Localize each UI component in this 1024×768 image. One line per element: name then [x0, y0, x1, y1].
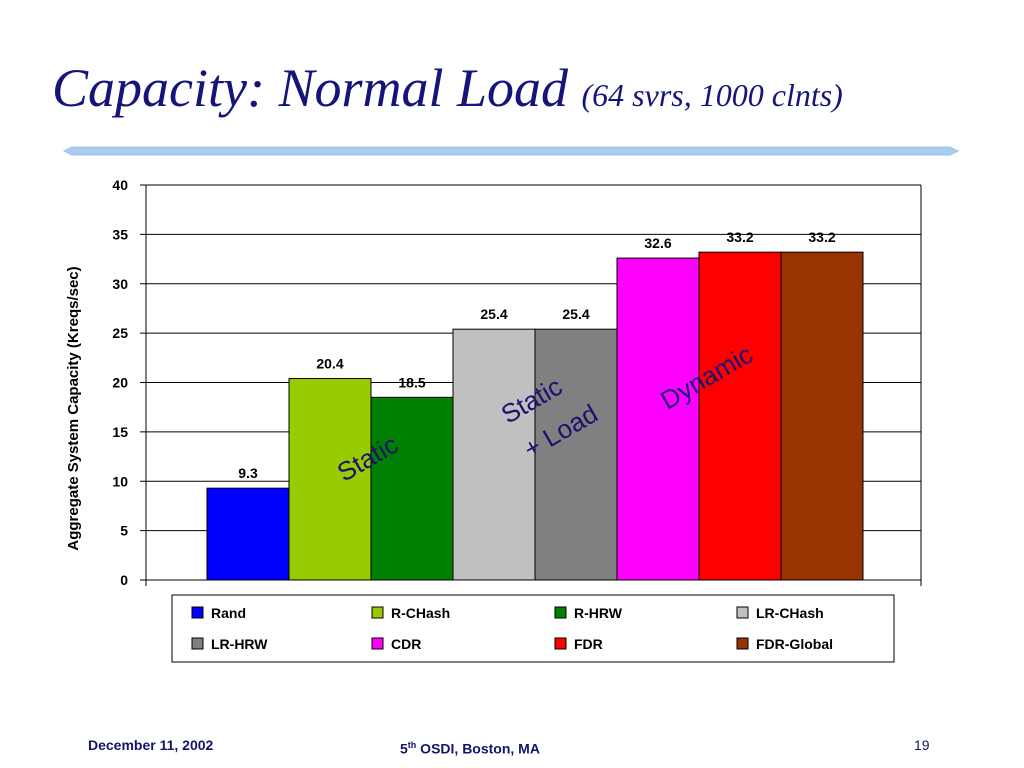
legend-swatch-rand: [191, 606, 204, 619]
legend-label-lr-hrw: LR-HRW: [211, 636, 268, 652]
axes: [145, 185, 922, 586]
slide-title: Capacity: Normal Load (64 svrs, 1000 cln…: [52, 52, 1012, 131]
legend-swatch-fdr-global: [736, 637, 749, 650]
bar-r-hrw: [370, 396, 454, 581]
data-labels: 9.3 20.4 18.5 25.4 25.4 32.6 33.2 33.2: [238, 229, 836, 481]
data-label-r-hrw: 18.5: [398, 374, 425, 390]
legend-swatch-r-hrw: [554, 606, 567, 619]
legend-label-fdr: FDR: [574, 636, 603, 652]
legend-label-lr-chash: LR-CHash: [756, 605, 824, 621]
legend-swatch-r-chash: [371, 606, 384, 619]
data-label-lr-chash: 25.4: [480, 306, 507, 322]
title-main: Capacity: Normal Load: [52, 58, 569, 118]
legend-label-cdr: CDR: [391, 636, 421, 652]
footer-date: December 11, 2002: [88, 737, 214, 753]
data-label-r-chash: 20.4: [316, 356, 343, 372]
y-tick-label: 0: [120, 572, 128, 588]
data-label-fdr: 33.2: [726, 229, 753, 245]
data-label-fdr-global: 33.2: [808, 229, 835, 245]
bar-r-chash: [288, 378, 372, 581]
title-divider: [62, 146, 960, 156]
page-number: 19: [914, 737, 930, 753]
footer-conf-text: OSDI, Boston, MA: [416, 740, 540, 757]
y-tick-label: 30: [112, 276, 128, 292]
bar-fdr-global: [780, 251, 864, 581]
legend-label-r-hrw: R-HRW: [574, 605, 623, 621]
legend-label-r-chash: R-CHash: [391, 605, 450, 621]
legend-swatch-lr-hrw: [191, 637, 204, 650]
y-axis-label: Aggregate System Capacity (Kreqs/sec): [65, 266, 82, 550]
y-tick-label: 35: [112, 226, 128, 242]
y-tick-label: 15: [112, 424, 128, 440]
data-label-lr-hrw: 25.4: [562, 306, 589, 322]
y-tick-label: 25: [112, 325, 128, 341]
y-tick-label: 40: [112, 177, 128, 193]
bar-fdr: [698, 251, 782, 581]
legend-swatch-fdr: [554, 637, 567, 650]
y-tick-label: 5: [120, 523, 128, 539]
y-axis-ticks: 0 5 10 15 20 25 30 35 40: [112, 177, 146, 588]
bar-lr-chash: [452, 328, 536, 581]
bar-cdr: [616, 257, 700, 581]
y-tick-label: 20: [112, 375, 128, 391]
bar-lr-hrw: [534, 328, 618, 581]
legend-label-fdr-global: FDR-Global: [756, 636, 833, 652]
data-label-rand: 9.3: [238, 465, 258, 481]
legend-box: [171, 594, 895, 663]
y-tick-label: 10: [112, 473, 128, 489]
footer-conference: 5th OSDI, Boston, MA: [400, 736, 540, 758]
legend-label-rand: Rand: [211, 605, 246, 621]
data-label-cdr: 32.6: [644, 235, 671, 251]
footer-conf-suffix: th: [407, 740, 417, 750]
legend-swatch-lr-chash: [736, 606, 749, 619]
bars: [206, 251, 864, 581]
bar-rand: [206, 487, 290, 581]
footer-conf-number: 5: [400, 740, 408, 757]
legend: Rand R-CHash R-HRW LR-CHash LR-HRW CDR FDR FDR-…: [171, 594, 895, 663]
title-subtitle: (64 svrs, 1000 clnts): [581, 77, 843, 113]
legend-swatch-cdr: [371, 637, 384, 650]
